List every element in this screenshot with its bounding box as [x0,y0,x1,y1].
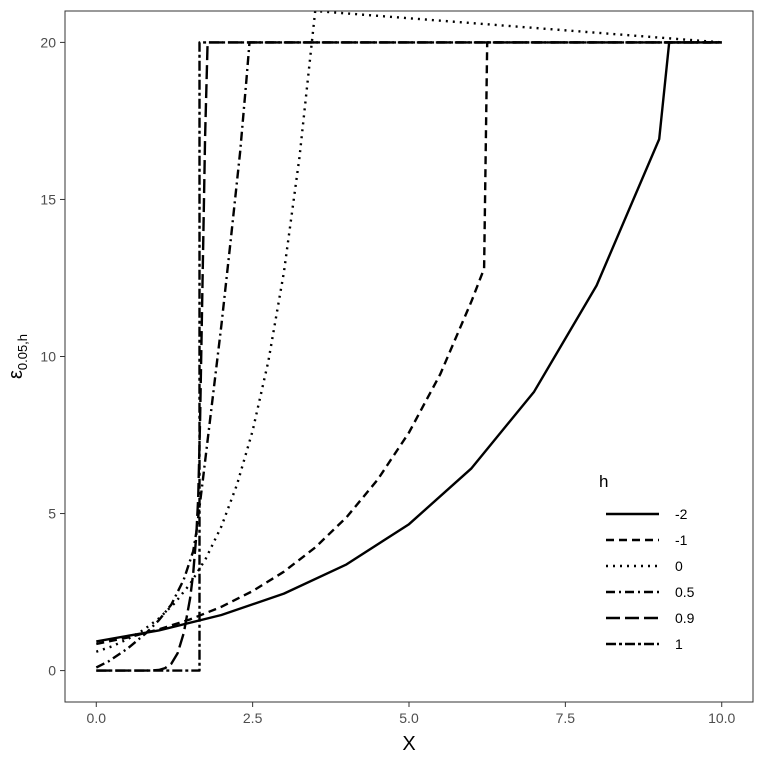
axis-ticks [60,41,723,707]
y-tick-label: 15 [40,191,56,207]
series-line-h-0.9 [96,41,722,672]
legend-label-h-1: 1 [675,636,683,652]
series-line-h-0 [95,11,722,653]
legend-label-h--2: -2 [675,506,688,522]
series-line-h--1 [96,41,722,646]
x-axis-title: X [402,733,415,755]
legend: h -2 -1 0 0.5 0.9 1 [599,472,695,652]
x-tick-label: 10.0 [708,710,735,726]
y-axis-title-symbol: ε [5,370,27,379]
legend-label-h--1: -1 [675,532,688,548]
series-layer [95,11,722,672]
x-tick-label: 0.0 [87,710,107,726]
y-axis-title-subscript: 0.05,h [15,334,30,370]
legend-label-h-0.5: 0.5 [675,584,695,600]
x-tick-label: 5.0 [399,710,419,726]
x-tick-label: 2.5 [243,710,263,726]
legend-label-h-0.9: 0.9 [675,610,695,626]
legend-items: -2 -1 0 0.5 0.9 1 [606,506,695,652]
y-tick-label: 10 [40,349,56,365]
y-axis-title: ε0.05,h [5,334,30,379]
series-line-h-1 [96,41,722,672]
y-tick-label: 5 [48,506,56,522]
series-line-h--2 [96,41,722,643]
x-tick-label: 7.5 [556,710,576,726]
legend-label-h-0: 0 [675,558,683,574]
legend-title: h [599,472,608,491]
y-tick-label: 0 [48,663,56,679]
y-tick-label: 20 [40,34,56,50]
